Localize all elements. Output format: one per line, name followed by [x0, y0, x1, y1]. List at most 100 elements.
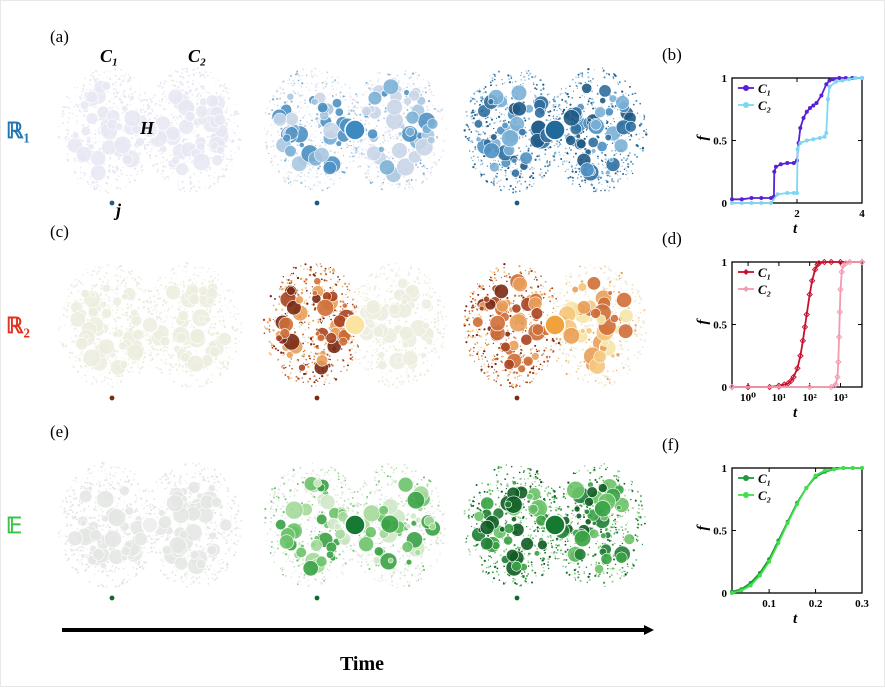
- node-circle: [85, 138, 92, 144]
- node-dot: [115, 169, 118, 172]
- node-circle: [80, 289, 90, 299]
- node-dot: [233, 316, 236, 318]
- node-dot: [171, 354, 175, 357]
- node-dot: [527, 147, 530, 150]
- node-dot: [184, 271, 187, 273]
- node-dot: [604, 180, 606, 182]
- node-dot: [150, 307, 152, 309]
- node-dot: [73, 168, 75, 170]
- node-dot: [347, 105, 350, 108]
- node-dot: [236, 338, 239, 340]
- node-dot: [377, 171, 379, 173]
- node-dot: [310, 343, 313, 346]
- node-dot: [168, 74, 170, 77]
- node-dot: [115, 95, 118, 98]
- node-dot: [73, 170, 76, 173]
- node-dot: [219, 299, 221, 301]
- node-dot: [396, 183, 398, 185]
- node-dot: [293, 331, 297, 334]
- node-dot: [283, 81, 285, 83]
- node-dot: [293, 283, 296, 286]
- node-dot: [383, 139, 386, 142]
- node-dot: [155, 155, 158, 158]
- node-dot: [111, 304, 114, 306]
- node-dot: [341, 86, 343, 88]
- node-dot: [275, 308, 278, 311]
- node-dot: [155, 311, 158, 313]
- node-dot: [572, 180, 574, 182]
- node-circle: [599, 97, 607, 104]
- node-dot: [57, 125, 60, 128]
- node-dot: [177, 265, 180, 267]
- node-dot: [606, 180, 609, 184]
- node-dot: [184, 68, 186, 70]
- node-dot: [189, 370, 191, 372]
- node-dot: [205, 379, 207, 381]
- node-dot: [348, 145, 350, 147]
- node-dot: [82, 87, 85, 90]
- node-dot: [316, 113, 319, 116]
- node-dot: [335, 283, 337, 285]
- node-circle: [119, 360, 129, 369]
- node-dot: [194, 184, 196, 186]
- node-dot: [350, 148, 352, 150]
- node-dot: [155, 303, 158, 307]
- node-circle: [317, 101, 329, 114]
- node-dot: [422, 172, 425, 175]
- node-dot: [168, 378, 170, 380]
- node-dot: [128, 371, 131, 374]
- node-dot: [362, 139, 364, 141]
- network-row1-step2: [263, 67, 448, 206]
- node-dot: [180, 81, 183, 84]
- node-dot: [294, 73, 297, 76]
- node-dot: [96, 337, 99, 340]
- node-dot: [493, 127, 495, 130]
- node-dot: [133, 76, 136, 79]
- node-dot: [188, 269, 190, 271]
- node-dot: [75, 115, 78, 117]
- node-dot: [164, 165, 167, 167]
- node-dot: [93, 79, 96, 81]
- node-dot: [115, 375, 118, 378]
- node-dot: [169, 372, 171, 375]
- node-dot: [590, 81, 592, 83]
- node-dot: [384, 177, 386, 180]
- node-dot: [266, 130, 269, 133]
- node-dot: [579, 72, 582, 75]
- node-dot: [268, 340, 271, 343]
- node-dot: [558, 144, 561, 147]
- node-dot: [234, 350, 237, 353]
- node-dot: [175, 271, 177, 273]
- node-dot: [94, 78, 97, 81]
- node-dot: [352, 298, 354, 301]
- node-dot: [337, 81, 340, 84]
- node-dot: [349, 95, 352, 98]
- node-dot: [61, 345, 63, 347]
- node-dot: [128, 271, 131, 273]
- node-dot: [562, 163, 564, 165]
- node-dot: [189, 386, 191, 389]
- node-circle: [188, 293, 201, 306]
- node-dot: [123, 279, 126, 282]
- node-dot: [402, 112, 405, 115]
- node-dot: [142, 99, 145, 102]
- node-dot: [111, 316, 114, 318]
- node-circle: [501, 121, 509, 130]
- node-dot: [218, 84, 222, 88]
- node-dot: [627, 94, 630, 96]
- node-dot: [71, 351, 74, 354]
- node-dot: [195, 379, 198, 381]
- node-dot: [532, 176, 535, 180]
- node-dot: [136, 135, 139, 137]
- node-dot: [128, 94, 130, 96]
- node-dot: [431, 104, 433, 107]
- node-dot: [301, 74, 303, 77]
- node-dot: [305, 329, 307, 331]
- node-dot: [136, 173, 138, 175]
- node-circle: [211, 154, 224, 167]
- node-dot: [502, 119, 505, 123]
- node-dot: [328, 315, 331, 317]
- node-dot: [109, 70, 111, 73]
- node-dot: [282, 92, 285, 95]
- node-dot: [92, 284, 96, 288]
